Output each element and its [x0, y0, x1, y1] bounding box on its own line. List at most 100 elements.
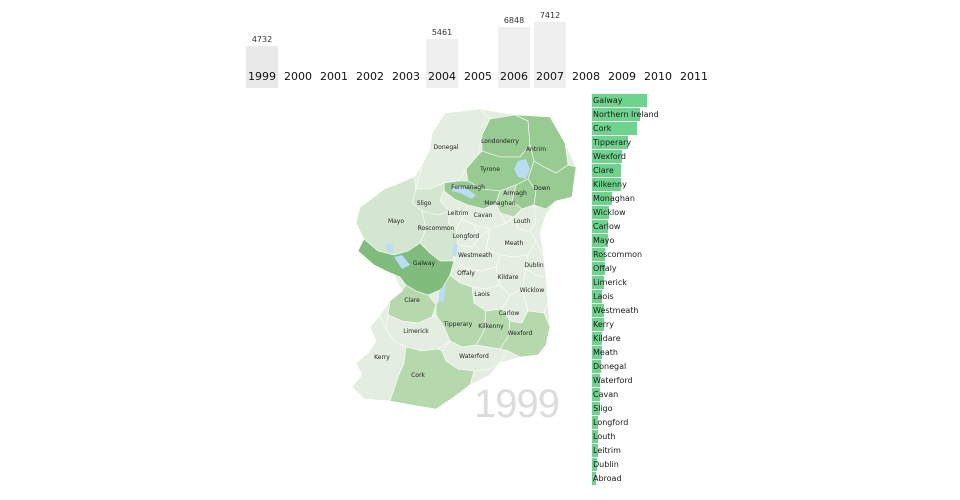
year-label[interactable]: 2002 — [356, 70, 384, 83]
county-donegal[interactable] — [415, 108, 491, 190]
year-label[interactable]: 2006 — [500, 70, 528, 83]
year-2009[interactable]: 2009 — [606, 8, 638, 88]
ranking-bar — [592, 388, 600, 401]
ranking-bar — [592, 136, 628, 149]
ranking-label: Louth — [593, 432, 616, 441]
year-label[interactable]: 2000 — [284, 70, 312, 83]
county-label-fermanagh: Fermanagh — [451, 184, 485, 191]
county-label-londonderry: Londonderry — [481, 138, 519, 145]
county-wexford[interactable] — [499, 310, 551, 358]
ranking-row[interactable]: Cavan — [592, 387, 742, 401]
ranking-label: Monaghan — [593, 194, 635, 203]
county-label-kilkenny: Kilkenny — [478, 323, 504, 330]
year-label[interactable]: 2010 — [644, 70, 672, 83]
year-2004[interactable]: 5461 2004 — [426, 8, 458, 88]
ranking-row[interactable]: Abroad — [592, 471, 742, 485]
ranking-label: Galway — [593, 96, 623, 105]
year-2008[interactable]: 2008 — [570, 8, 602, 88]
ranking-bar — [592, 472, 596, 485]
ranking-row[interactable]: Waterford — [592, 373, 742, 387]
ranking-row[interactable]: Kilkenny — [592, 177, 742, 191]
county-label-monaghan: Monaghan — [484, 200, 516, 207]
ranking-label: Kildare — [593, 334, 621, 343]
county-label-antrim: Antrim — [526, 146, 546, 153]
ranking-row[interactable]: Offaly — [592, 261, 742, 275]
county-label-louth: Louth — [514, 218, 531, 225]
ranking-row[interactable]: Donegal — [592, 359, 742, 373]
ranking-row[interactable]: Kerry — [592, 317, 742, 331]
year-2011[interactable]: 2011 — [678, 8, 710, 88]
year-label[interactable]: 2007 — [536, 70, 564, 83]
ranking-label: Wicklow — [593, 208, 626, 217]
lough-corrib — [394, 255, 410, 269]
ranking-row[interactable]: Sligo — [592, 401, 742, 415]
ranking-row[interactable]: Cork — [592, 121, 742, 135]
ranking-label: Wexford — [593, 152, 626, 161]
ranking-label: Cork — [593, 124, 612, 133]
year-label[interactable]: 2001 — [320, 70, 348, 83]
year-watermark: 1999 — [474, 382, 560, 426]
ranking-row[interactable]: Laois — [592, 289, 742, 303]
ranking-label: Carlow — [593, 222, 621, 231]
year-1999[interactable]: 4732 1999 — [246, 8, 278, 88]
ranking-label: Donegal — [593, 362, 627, 371]
ranking-row[interactable]: Limerick — [592, 275, 742, 289]
county-label-tipperary: Tipperary — [443, 321, 473, 328]
year-2001[interactable]: 2001 — [318, 8, 350, 88]
ranking-row[interactable]: Wicklow — [592, 205, 742, 219]
year-label[interactable]: 2005 — [464, 70, 492, 83]
ranking-row[interactable]: Westmeath — [592, 303, 742, 317]
county-label-meath: Meath — [505, 240, 524, 247]
ranking-row[interactable]: Galway — [592, 93, 742, 107]
ranking-row[interactable]: Leitrim — [592, 443, 742, 457]
ranking-bar — [592, 192, 612, 205]
year-2000[interactable]: 2000 — [282, 8, 314, 88]
ranking-row[interactable]: Longford — [592, 415, 742, 429]
ranking-row[interactable]: Monaghan — [592, 191, 742, 205]
ranking-row[interactable]: Mayo — [592, 233, 742, 247]
year-2007[interactable]: 7412 2007 — [534, 8, 566, 88]
county-label-leitrim: Leitrim — [448, 210, 469, 217]
county-londonderry[interactable] — [481, 114, 531, 158]
ranking-row[interactable]: Tipperary — [592, 135, 742, 149]
ranking-row[interactable]: Dublin — [592, 457, 742, 471]
year-value: 7412 — [539, 11, 561, 20]
year-2006[interactable]: 6848 2006 — [498, 8, 530, 88]
ranking-label: Longford — [593, 418, 629, 427]
ranking-row[interactable]: Meath — [592, 345, 742, 359]
ranking-bar — [592, 234, 608, 247]
year-label[interactable]: 2011 — [680, 70, 708, 83]
year-label[interactable]: 2003 — [392, 70, 420, 83]
year-label[interactable]: 2009 — [608, 70, 636, 83]
lough-erne — [452, 185, 476, 199]
county-down[interactable] — [527, 160, 577, 210]
county-label-sligo: Sligo — [417, 200, 432, 207]
ranking-label: Roscommon — [593, 250, 643, 259]
year-2003[interactable]: 2003 — [390, 8, 422, 88]
ranking-row[interactable]: Northern Ireland — [592, 107, 742, 121]
lough-derg — [438, 285, 446, 303]
county-label-cavan: Cavan — [474, 212, 493, 219]
lough-neagh — [514, 159, 530, 179]
year-label[interactable]: 2004 — [428, 70, 456, 83]
ranking-row[interactable]: Kildare — [592, 331, 742, 345]
ranking-row[interactable]: Wexford — [592, 149, 742, 163]
ranking-bar — [592, 416, 598, 429]
ranking-row[interactable]: Louth — [592, 429, 742, 443]
year-label[interactable]: 2008 — [572, 70, 600, 83]
ranking-row[interactable]: Carlow — [592, 219, 742, 233]
ranking-bar — [592, 444, 598, 457]
ranking-row[interactable]: Roscommon — [592, 247, 742, 261]
ranking-row[interactable]: Clare — [592, 163, 742, 177]
year-label[interactable]: 1999 — [248, 70, 276, 83]
ranking-bar — [592, 122, 637, 135]
ranking-bar — [592, 360, 601, 373]
year-2010[interactable]: 2010 — [642, 8, 674, 88]
county-cork[interactable] — [389, 346, 475, 410]
year-2005[interactable]: 2005 — [462, 8, 494, 88]
ranking-bar — [592, 374, 600, 387]
year-2002[interactable]: 2002 — [354, 8, 386, 88]
ranking-bar — [592, 150, 622, 163]
county-label-waterford: Waterford — [459, 353, 489, 360]
ranking-label: Northern Ireland — [593, 110, 659, 119]
